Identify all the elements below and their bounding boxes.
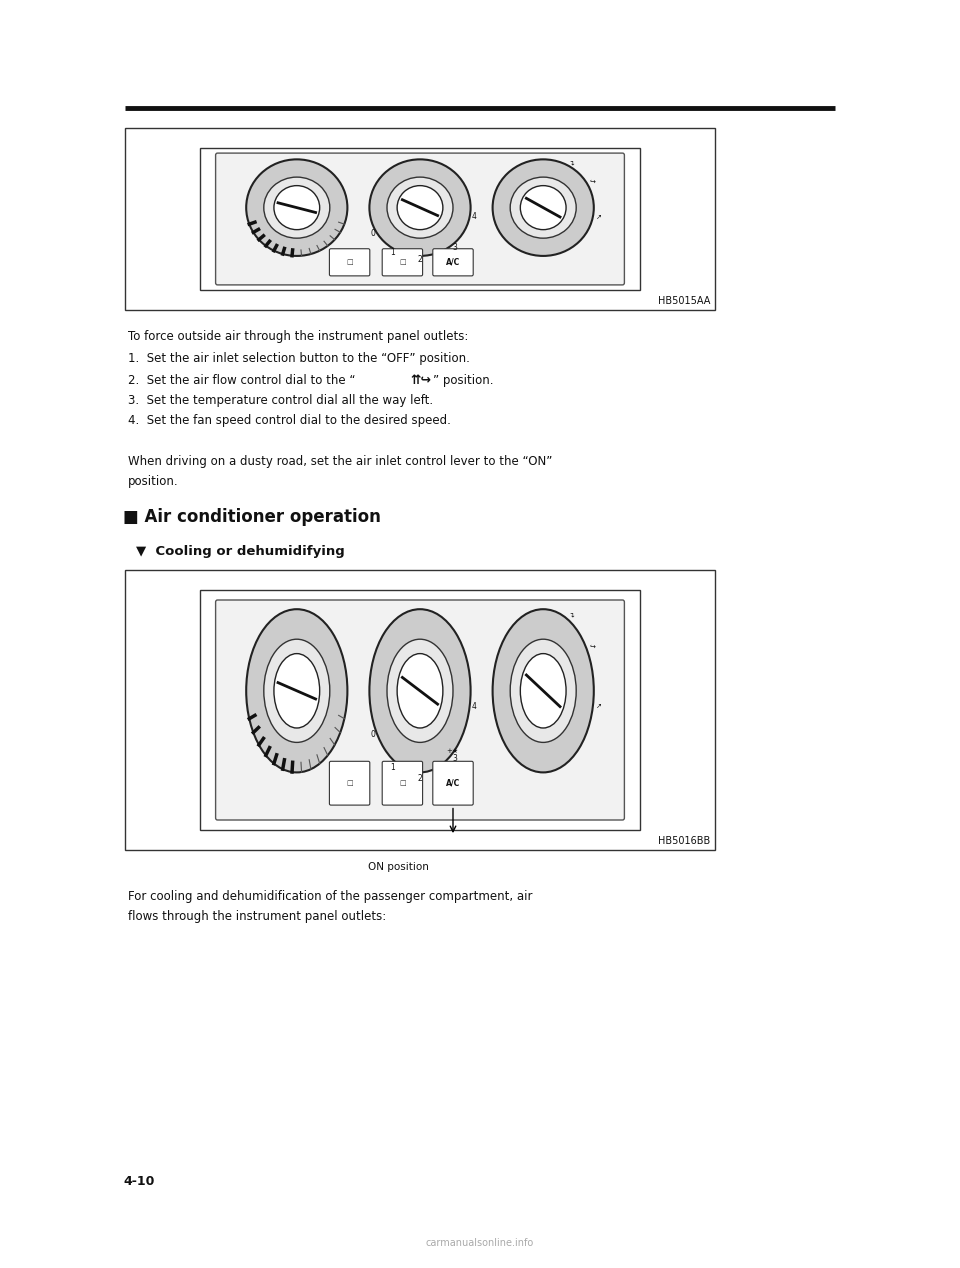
- Ellipse shape: [397, 653, 443, 728]
- Text: ON position: ON position: [368, 862, 428, 872]
- Ellipse shape: [370, 160, 470, 256]
- Text: 1.  Set the air inlet selection button to the “OFF” position.: 1. Set the air inlet selection button to…: [128, 353, 469, 365]
- FancyBboxPatch shape: [216, 600, 624, 820]
- Text: ▼  Cooling or dehumidifying: ▼ Cooling or dehumidifying: [136, 545, 345, 558]
- FancyBboxPatch shape: [433, 761, 473, 805]
- Text: ↴: ↴: [568, 160, 574, 166]
- Ellipse shape: [492, 160, 594, 256]
- Text: flows through the instrument panel outlets:: flows through the instrument panel outle…: [128, 910, 386, 923]
- Text: ” position.: ” position.: [433, 374, 493, 387]
- Text: 3: 3: [453, 243, 458, 252]
- Ellipse shape: [246, 609, 348, 772]
- Text: □: □: [347, 780, 353, 786]
- Text: □: □: [347, 260, 353, 265]
- Ellipse shape: [492, 609, 594, 772]
- Text: A/C: A/C: [445, 779, 460, 787]
- Text: A/C: A/C: [445, 257, 460, 266]
- Text: position.: position.: [128, 476, 179, 488]
- Text: ■ Air conditioner operation: ■ Air conditioner operation: [123, 508, 381, 526]
- Ellipse shape: [264, 178, 330, 238]
- Text: ↗: ↗: [596, 702, 602, 709]
- Ellipse shape: [510, 178, 576, 238]
- Ellipse shape: [264, 639, 330, 742]
- Text: HB5015AA: HB5015AA: [658, 295, 710, 306]
- Ellipse shape: [274, 653, 320, 728]
- Text: 1: 1: [391, 249, 396, 257]
- Text: 3: 3: [453, 753, 458, 763]
- Text: 0: 0: [371, 730, 375, 739]
- Ellipse shape: [387, 178, 453, 238]
- Text: 3.  Set the temperature control dial all the way left.: 3. Set the temperature control dial all …: [128, 394, 433, 407]
- Ellipse shape: [274, 185, 320, 230]
- Text: 4: 4: [471, 701, 476, 710]
- Text: ↪: ↪: [589, 644, 595, 649]
- Text: 2.  Set the air flow control dial to the “: 2. Set the air flow control dial to the …: [128, 374, 355, 387]
- Ellipse shape: [520, 653, 566, 728]
- Text: 1: 1: [391, 762, 396, 772]
- FancyBboxPatch shape: [216, 153, 624, 285]
- Text: 4-10: 4-10: [123, 1175, 155, 1188]
- Text: ⇈↪: ⇈↪: [410, 374, 431, 387]
- FancyBboxPatch shape: [382, 249, 422, 276]
- Text: ↗: ↗: [596, 214, 602, 219]
- FancyBboxPatch shape: [382, 761, 422, 805]
- Ellipse shape: [246, 160, 348, 256]
- Ellipse shape: [397, 185, 443, 230]
- Bar: [200, 148, 640, 290]
- Text: When driving on a dusty road, set the air inlet control lever to the “ON”: When driving on a dusty road, set the ai…: [128, 455, 552, 468]
- Text: 4: 4: [471, 212, 476, 221]
- Text: To force outside air through the instrument panel outlets:: To force outside air through the instrum…: [128, 330, 468, 344]
- Text: 0: 0: [371, 230, 375, 238]
- Bar: [125, 571, 715, 850]
- Text: ↪: ↪: [589, 179, 595, 185]
- Text: 2: 2: [418, 775, 422, 784]
- Ellipse shape: [387, 639, 453, 742]
- Text: 4.  Set the fan speed control dial to the desired speed.: 4. Set the fan speed control dial to the…: [128, 413, 451, 427]
- Text: □: □: [399, 260, 406, 265]
- Ellipse shape: [370, 609, 470, 772]
- Ellipse shape: [520, 185, 566, 230]
- FancyBboxPatch shape: [329, 249, 370, 276]
- Text: HB5016BB: HB5016BB: [658, 836, 710, 846]
- Text: For cooling and dehumidification of the passenger compartment, air: For cooling and dehumidification of the …: [128, 890, 533, 903]
- Text: carmanualsonline.info: carmanualsonline.info: [426, 1238, 534, 1248]
- Text: □: □: [399, 780, 406, 786]
- FancyBboxPatch shape: [433, 249, 473, 276]
- FancyBboxPatch shape: [329, 761, 370, 805]
- Text: ↴: ↴: [568, 611, 574, 618]
- Bar: [125, 128, 715, 309]
- Text: +★: +★: [446, 748, 458, 753]
- Ellipse shape: [510, 639, 576, 742]
- Text: 2: 2: [418, 255, 422, 264]
- Bar: [200, 590, 640, 831]
